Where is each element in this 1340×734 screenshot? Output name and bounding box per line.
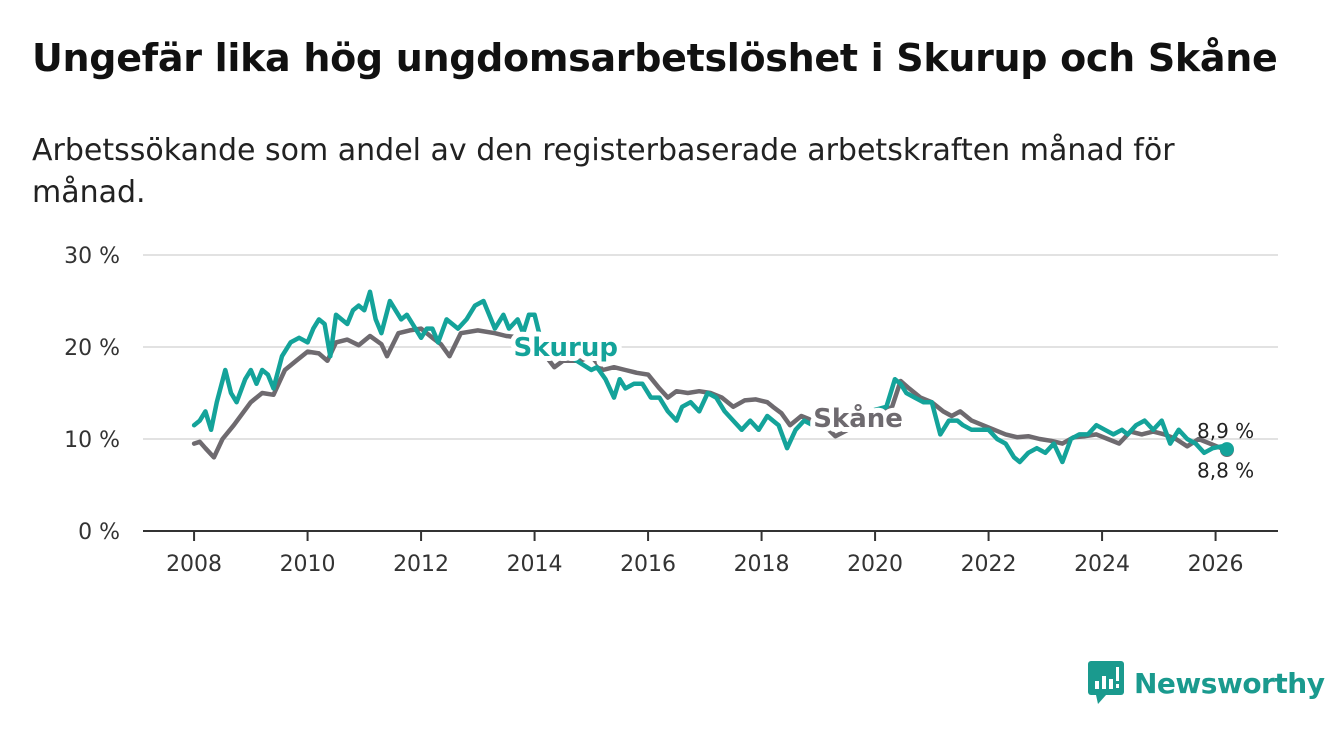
newsworthy-logo: Newsworthy: [1088, 660, 1325, 706]
x-tick-label: 2012: [393, 552, 449, 577]
series-label: Skåne: [813, 402, 903, 434]
x-axis: 2008 2010 2012 2014 2016 2018 2020 2022 2024 2026: [143, 530, 1278, 577]
y-tick-label: 0 %: [78, 520, 120, 545]
x-tick-label: 2026: [1188, 552, 1244, 577]
y-axis: 0 % 10 % 20 % 30 %: [64, 244, 120, 545]
x-tick-label: 2024: [1074, 552, 1130, 577]
x-tick-label: 2022: [961, 552, 1017, 577]
series-label-halo: Skurup: [514, 333, 618, 363]
x-tick-label: 2016: [620, 552, 676, 577]
x-tick-label: 2014: [507, 552, 563, 577]
series-line-skurup: [191, 289, 1230, 465]
series-end-point: [1219, 442, 1234, 457]
series-label: Skurup: [514, 333, 618, 363]
chart-title: Ungefär lika hög ungdomsarbetslöshet i S…: [32, 36, 1278, 80]
brand-name: Newsworthy: [1134, 666, 1325, 700]
x-tick-label: 2018: [734, 552, 790, 577]
y-tick-label: 10 %: [64, 428, 120, 453]
end-value-label: 8,9 %: [1197, 419, 1254, 443]
x-tick-label: 2008: [166, 552, 222, 577]
y-tick-label: 20 %: [64, 336, 120, 361]
grid-layer: [143, 254, 1278, 440]
x-tick-label: 2010: [280, 552, 336, 577]
chart-subtitle: Arbetssökande som andel av den registerb…: [32, 133, 1175, 210]
series-line-skåne: [191, 326, 1230, 460]
series-label-halo: Skåne: [813, 402, 903, 434]
end-value-label: 8,8 %: [1197, 459, 1254, 483]
x-tick-label: 2020: [847, 552, 903, 577]
series-lines: [191, 289, 1234, 465]
newsworthy-logo-icon: [1088, 661, 1124, 704]
y-tick-label: 30 %: [64, 244, 120, 269]
